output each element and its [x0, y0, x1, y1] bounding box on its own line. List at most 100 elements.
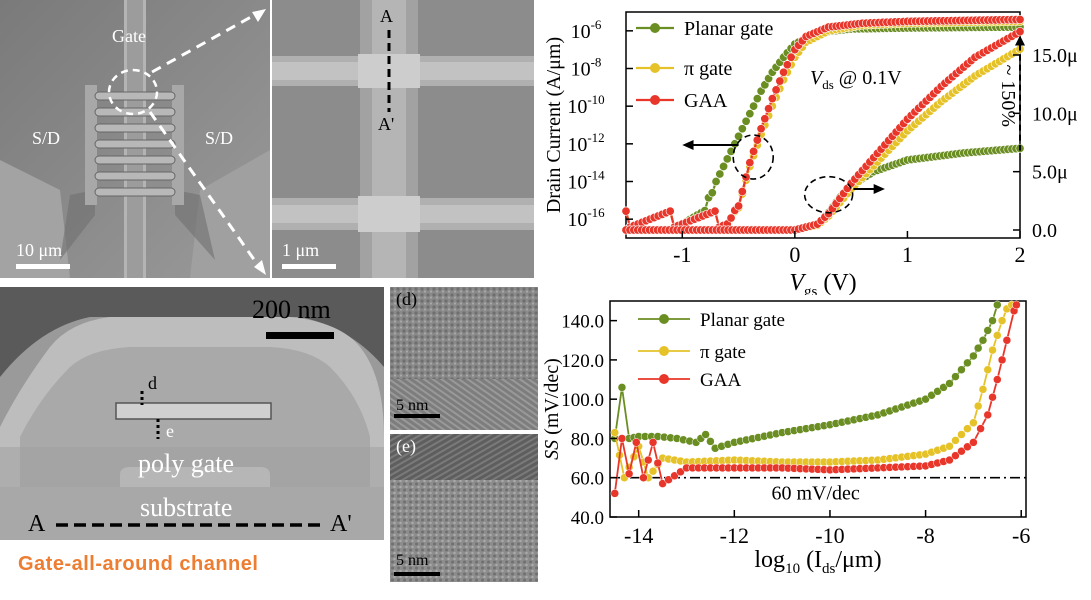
- data-point: [951, 436, 960, 445]
- data-point: [963, 442, 972, 452]
- data-point: [617, 434, 627, 443]
- sd-right-label: S/D: [205, 128, 234, 148]
- data-point: [621, 206, 631, 216]
- x-axis-label: Vgs (V): [789, 270, 856, 295]
- data-point: [779, 67, 789, 77]
- data-point: [1015, 27, 1025, 37]
- y-tick-label: 10-12: [567, 130, 604, 156]
- data-point: [756, 124, 766, 134]
- x-tick-label: 1: [902, 242, 913, 267]
- data-point: [978, 385, 988, 394]
- data-point: [676, 467, 685, 477]
- data-point: [957, 446, 966, 456]
- substrate-label: substrate: [140, 493, 233, 522]
- data-point: [610, 428, 620, 437]
- data-point: [976, 424, 985, 433]
- legend-gaa: GAA: [636, 90, 728, 112]
- data-point: [767, 94, 777, 104]
- data-point: [745, 158, 755, 168]
- y-tick-label: 140.0: [561, 312, 604, 333]
- e-marker: e: [166, 421, 174, 441]
- data-point: [945, 379, 954, 388]
- data-point: [648, 466, 658, 476]
- x-tick-label: 2: [1015, 242, 1026, 267]
- y-right-tick-label: 5.0μ: [1032, 162, 1068, 184]
- data-point: [760, 114, 770, 124]
- data-point: [775, 76, 785, 86]
- y-right-tick-label: 0.0: [1032, 220, 1057, 242]
- data-point: [710, 206, 720, 216]
- a-prime-label: A': [330, 511, 352, 537]
- data-point: [983, 410, 992, 420]
- series-line: [624, 18, 1021, 229]
- y-axis-label: Drain Current (A/μm): [543, 37, 565, 213]
- data-point: [969, 438, 978, 447]
- data-point: [993, 300, 1002, 310]
- data-point: [782, 60, 792, 70]
- plot-frame: [625, 11, 1021, 239]
- caption-gate-all-around: Gate-all-around channel: [18, 553, 259, 575]
- data-point: [726, 213, 736, 223]
- data-point: [983, 326, 992, 335]
- x-tick-label: -8: [916, 523, 934, 548]
- legend-label: GAA: [700, 370, 741, 391]
- x-tick-label: 0: [789, 242, 800, 267]
- data-point: [749, 146, 759, 156]
- sd-left-label: S/D: [32, 128, 61, 148]
- series-planar-gate-left: [621, 22, 1025, 232]
- data-point: [653, 458, 663, 468]
- data-point: [771, 85, 781, 95]
- a-label: A: [28, 511, 46, 537]
- series-gaa-left: [621, 15, 1025, 232]
- series-line: [624, 20, 1021, 229]
- data-point: [749, 101, 759, 111]
- y-tick-label: 40.0: [571, 508, 604, 529]
- data-point: [963, 358, 972, 368]
- data-point: [706, 437, 715, 446]
- data-point: [719, 161, 729, 171]
- legend-planar-gate: Planar gate: [636, 18, 774, 40]
- data-point: [945, 442, 954, 451]
- scale-label: 5 nm: [396, 552, 429, 569]
- data-point: [764, 104, 774, 114]
- x-tick-label: -12: [720, 523, 749, 548]
- legend-label: Planar gate: [684, 18, 774, 40]
- data-point: [610, 489, 620, 498]
- y-tick-label: 80.0: [571, 429, 604, 450]
- data-point: [670, 471, 679, 481]
- data-point: [927, 391, 936, 400]
- data-point: [1002, 336, 1012, 345]
- ss-vs-id-chart: 60 mV/dec 40.0 60.0 80.0 100.0 120.0 140.0 -14 -…: [541, 300, 1030, 577]
- series-gate-right: [621, 44, 1025, 235]
- scale-label: 200 nm: [252, 295, 331, 324]
- legend-label: π gate: [700, 342, 746, 363]
- data-point: [734, 131, 744, 141]
- y-axis-label: SS (mV/dec): [541, 358, 563, 460]
- data-point: [945, 455, 954, 465]
- data-point: [722, 154, 732, 164]
- scale-bar: [16, 264, 70, 269]
- scale-label: 10 μm: [16, 240, 63, 260]
- tem-cross-drawing: [0, 287, 384, 540]
- data-point: [786, 52, 796, 62]
- a-label: A: [380, 6, 393, 26]
- data-point: [951, 451, 960, 460]
- data-point: [988, 345, 997, 355]
- panel-d-label: (d): [396, 289, 417, 309]
- data-point: [737, 124, 747, 134]
- scale-label: 5 nm: [396, 397, 429, 414]
- data-point: [665, 206, 675, 216]
- data-point: [921, 394, 930, 404]
- legend-gate: π gate: [638, 342, 746, 363]
- x-tick-label: -1: [673, 242, 691, 267]
- data-point: [639, 473, 648, 482]
- sem-overview-drawing: [0, 0, 270, 278]
- data-point: [973, 343, 983, 353]
- legend-gate: π gate: [636, 58, 733, 80]
- legend-label: Planar gate: [700, 310, 785, 331]
- a-prime-label: A': [378, 114, 395, 134]
- plot-frame: [609, 300, 1027, 518]
- data-point: [734, 201, 744, 211]
- y-tick-label: 60.0: [571, 469, 604, 490]
- data-point: [993, 375, 1002, 384]
